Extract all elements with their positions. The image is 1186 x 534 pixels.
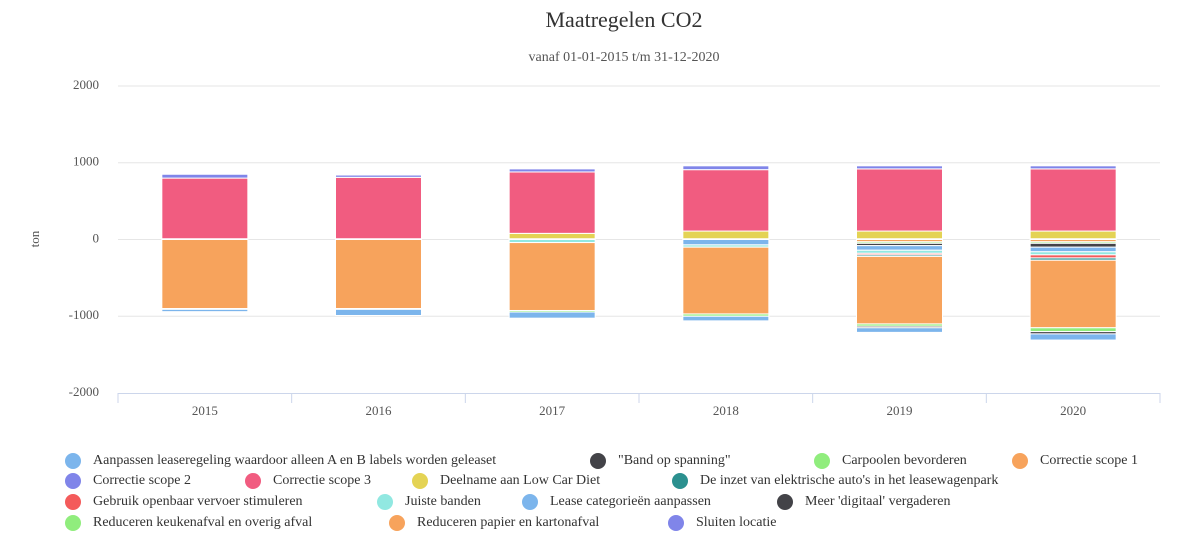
- bar-segment: [1029, 242, 1117, 248]
- legend-label: "Band op spanning": [618, 453, 731, 468]
- x-tick-label: 2020: [1060, 403, 1086, 418]
- bar-segment: [682, 246, 770, 315]
- y-tick-label: 2000: [73, 77, 99, 92]
- legend-label: Correctie scope 1: [1040, 453, 1138, 468]
- legend-marker: [1012, 453, 1028, 469]
- legend-marker: [65, 473, 81, 489]
- x-tick-label: 2017: [539, 403, 566, 418]
- legend-marker: [590, 453, 606, 469]
- bar-segment: [161, 239, 249, 310]
- y-tick-label: -2000: [69, 384, 99, 399]
- bar-segment: [1029, 165, 1117, 170]
- x-tick-label: 2016: [366, 403, 393, 418]
- bar-segment: [1029, 259, 1117, 329]
- bar-segment: [856, 165, 943, 170]
- bar-segment: [856, 230, 943, 240]
- bar-segment: [161, 173, 249, 179]
- legend-marker: [672, 473, 688, 489]
- legend-marker: [389, 515, 405, 531]
- legend-marker: [668, 515, 684, 531]
- bar-segment: [1029, 230, 1117, 240]
- bar-segment: [856, 255, 943, 325]
- bar-segment: [682, 165, 770, 171]
- legend-label: Lease categorieën aanpassen: [550, 494, 711, 509]
- legend-label: Aanpassen leaseregeling waardoor alleen …: [93, 453, 496, 468]
- legend-label: Meer 'digitaal' vergaderen: [805, 494, 951, 509]
- bar-segment: [161, 177, 249, 240]
- bar-segment: [508, 171, 596, 234]
- legend-marker: [814, 453, 830, 469]
- legend-label: Correctie scope 3: [273, 473, 371, 488]
- bar-segment: [508, 242, 596, 311]
- x-tick-label: 2018: [713, 403, 739, 418]
- y-axis-label: ton: [27, 230, 42, 247]
- bar-segment: [856, 327, 943, 333]
- bar-segment: [161, 308, 249, 313]
- legend-label: Juiste banden: [405, 494, 481, 509]
- legend-label: Reduceren papier en kartonafval: [417, 515, 599, 530]
- bar-segment: [1029, 333, 1117, 341]
- legend-label: Carpoolen bevorderen: [842, 453, 967, 468]
- bar-segment: [856, 168, 943, 232]
- bar-segment: [1029, 246, 1117, 253]
- legend-label: Sluiten locatie: [696, 515, 776, 530]
- bar-segment: [335, 176, 422, 240]
- bar-segment: [856, 245, 943, 251]
- legend-marker: [65, 515, 81, 531]
- chart-title: Maatregelen CO2: [546, 7, 703, 32]
- bar-segment: [1029, 168, 1117, 232]
- bar-segment: [508, 232, 596, 240]
- bar-segment: [508, 311, 596, 319]
- legend-label: Gebruik openbaar vervoer stimuleren: [93, 494, 303, 509]
- bar-segment: [335, 239, 422, 310]
- y-tick-label: 1000: [73, 154, 99, 169]
- bar-segment: [682, 239, 770, 246]
- chart-subtitle: vanaf 01-01-2015 t/m 31-12-2020: [529, 50, 720, 65]
- legend-marker: [412, 473, 428, 489]
- y-tick-label: 0: [93, 230, 100, 245]
- x-tick-label: 2015: [192, 403, 218, 418]
- bar-segment: [682, 169, 770, 232]
- bar-segment: [335, 174, 422, 178]
- legend-label: De inzet van elektrische auto's in het l…: [700, 473, 998, 488]
- legend-marker: [522, 494, 538, 510]
- bar-segment: [335, 308, 422, 316]
- legend-label: Reduceren keukenafval en overig afval: [93, 515, 312, 530]
- bar-segment: [1029, 327, 1117, 333]
- legend-marker: [245, 473, 261, 489]
- bar-segment: [682, 315, 770, 322]
- legend-marker: [777, 494, 793, 510]
- legend-label: Deelname aan Low Car Diet: [440, 473, 600, 488]
- legend-marker: [65, 494, 81, 510]
- bar-segment: [508, 168, 596, 173]
- legend-marker: [377, 494, 393, 510]
- x-tick-label: 2019: [887, 403, 913, 418]
- y-tick-label: -1000: [69, 307, 99, 322]
- legend-label: Correctie scope 2: [93, 473, 191, 488]
- legend-marker: [65, 453, 81, 469]
- bar-segment: [682, 230, 770, 240]
